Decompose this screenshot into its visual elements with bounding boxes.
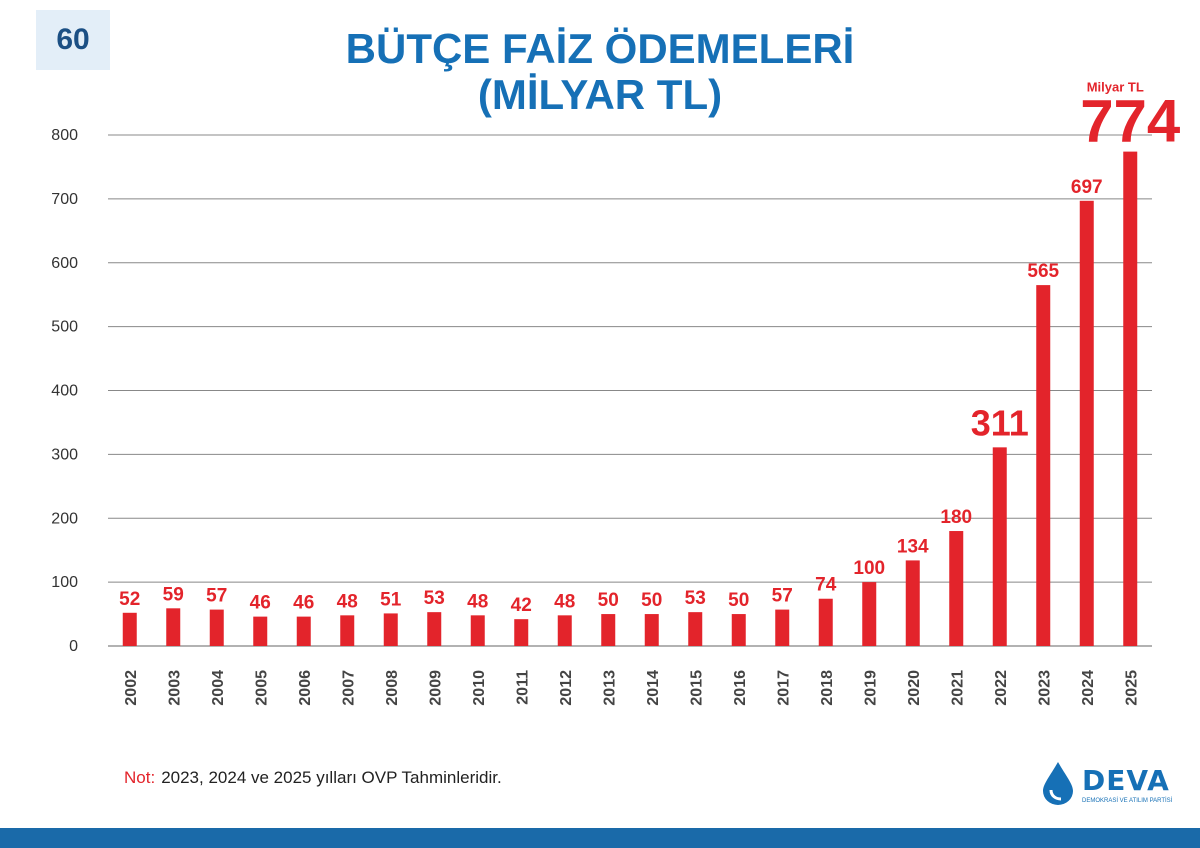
x-tick-label: 2009 bbox=[427, 670, 444, 706]
y-tick-label: 800 bbox=[51, 127, 78, 144]
value-label: 59 bbox=[163, 584, 184, 605]
x-tick-label: 2004 bbox=[210, 670, 227, 706]
bar bbox=[514, 619, 529, 646]
value-label: 50 bbox=[598, 590, 619, 611]
value-label: 57 bbox=[206, 586, 227, 607]
x-tick-label: 2003 bbox=[166, 670, 183, 706]
footnote: Not: 2023, 2024 ve 2025 yılları OVP Tahmi… bbox=[124, 768, 502, 788]
bar bbox=[253, 616, 268, 646]
value-label: 48 bbox=[467, 591, 488, 612]
x-tick-label: 2012 bbox=[558, 670, 575, 706]
value-label: 50 bbox=[728, 590, 749, 611]
water-drop-icon bbox=[1043, 762, 1073, 805]
value-label: 311 bbox=[971, 402, 1029, 443]
x-tick-label: 2022 bbox=[993, 670, 1010, 706]
page-number: 60 bbox=[36, 10, 110, 70]
value-label: 46 bbox=[250, 593, 271, 614]
logo-subtitle: DEMOKRASİ VE ATILIM PARTİSİ bbox=[1082, 798, 1173, 804]
value-label: 57 bbox=[772, 586, 793, 607]
x-tick-label: 2013 bbox=[601, 670, 618, 706]
bar bbox=[905, 560, 920, 646]
bar bbox=[775, 609, 790, 646]
y-tick-label: 100 bbox=[51, 574, 78, 591]
x-tick-label: 2005 bbox=[253, 670, 270, 706]
logo-name: DEVA bbox=[1082, 764, 1170, 797]
bar bbox=[992, 447, 1007, 646]
footer-bar bbox=[0, 828, 1200, 848]
y-tick-label: 500 bbox=[51, 319, 78, 336]
bar bbox=[383, 613, 398, 646]
bar bbox=[470, 615, 485, 646]
bar bbox=[209, 609, 224, 646]
x-tick-label: 2016 bbox=[732, 670, 749, 706]
value-label: 46 bbox=[293, 593, 314, 614]
y-tick-label: 600 bbox=[51, 255, 78, 272]
x-tick-label: 2017 bbox=[775, 670, 792, 706]
value-label: 52 bbox=[119, 589, 140, 610]
value-label: 697 bbox=[1071, 177, 1103, 198]
value-label: 134 bbox=[897, 536, 929, 557]
value-label: 53 bbox=[424, 588, 445, 609]
x-tick-label: 2023 bbox=[1036, 670, 1053, 706]
bar bbox=[122, 612, 137, 646]
bar bbox=[731, 614, 746, 646]
x-tick-label: 2024 bbox=[1080, 670, 1097, 706]
bar bbox=[688, 612, 703, 646]
bar bbox=[427, 612, 442, 646]
bar bbox=[949, 531, 964, 646]
x-tick-label: 2019 bbox=[862, 670, 879, 706]
bar bbox=[296, 616, 311, 646]
value-label: 74 bbox=[815, 575, 837, 596]
unit-label: Milyar TL bbox=[1087, 80, 1144, 95]
x-tick-label: 2006 bbox=[297, 670, 314, 706]
x-tick-label: 2010 bbox=[471, 670, 488, 706]
x-tick-label: 2011 bbox=[514, 670, 531, 705]
footnote-text: 2023, 2024 ve 2025 yılları OVP Tahminler… bbox=[161, 768, 502, 787]
value-label: 565 bbox=[1027, 261, 1059, 282]
value-label: 50 bbox=[641, 590, 662, 611]
deva-logo: DEVA DEMOKRASİ VE ATILIM PARTİSİ bbox=[1040, 760, 1180, 810]
y-tick-label: 400 bbox=[51, 383, 78, 400]
y-tick-label: 200 bbox=[51, 510, 78, 527]
value-label: 48 bbox=[554, 591, 575, 612]
x-tick-label: 2015 bbox=[688, 670, 705, 706]
value-label: 100 bbox=[853, 558, 885, 579]
bar bbox=[601, 614, 616, 646]
bar bbox=[166, 608, 181, 646]
bar bbox=[340, 615, 355, 646]
x-tick-label: 2025 bbox=[1123, 670, 1140, 706]
y-tick-label: 700 bbox=[51, 191, 78, 208]
bar bbox=[862, 582, 877, 646]
chart-title-line1: BÜTÇE FAİZ ÖDEMELERİ bbox=[345, 25, 855, 72]
x-tick-label: 2002 bbox=[123, 670, 140, 706]
bar bbox=[1079, 200, 1094, 646]
value-label: 53 bbox=[685, 588, 706, 609]
x-tick-label: 2020 bbox=[906, 670, 923, 706]
chart-title-line2: (MİLYAR TL) bbox=[477, 71, 723, 118]
footnote-label: Not: bbox=[124, 768, 156, 787]
x-tick-label: 2018 bbox=[819, 670, 836, 706]
value-label: 774 bbox=[1080, 88, 1181, 155]
x-tick-label: 2007 bbox=[340, 670, 357, 706]
x-tick-label: 2014 bbox=[645, 670, 662, 706]
value-label: 180 bbox=[940, 507, 972, 528]
bar bbox=[818, 598, 833, 646]
value-label: 42 bbox=[511, 595, 532, 616]
value-label: 48 bbox=[337, 591, 358, 612]
x-tick-label: 2008 bbox=[384, 670, 401, 706]
bar bbox=[1123, 151, 1138, 647]
y-tick-label: 0 bbox=[69, 638, 78, 655]
x-tick-label: 2021 bbox=[949, 670, 966, 706]
bar bbox=[557, 615, 572, 646]
bar bbox=[1036, 285, 1051, 646]
bar bbox=[644, 614, 659, 646]
value-label: 51 bbox=[380, 589, 402, 610]
y-tick-label: 300 bbox=[51, 446, 78, 463]
